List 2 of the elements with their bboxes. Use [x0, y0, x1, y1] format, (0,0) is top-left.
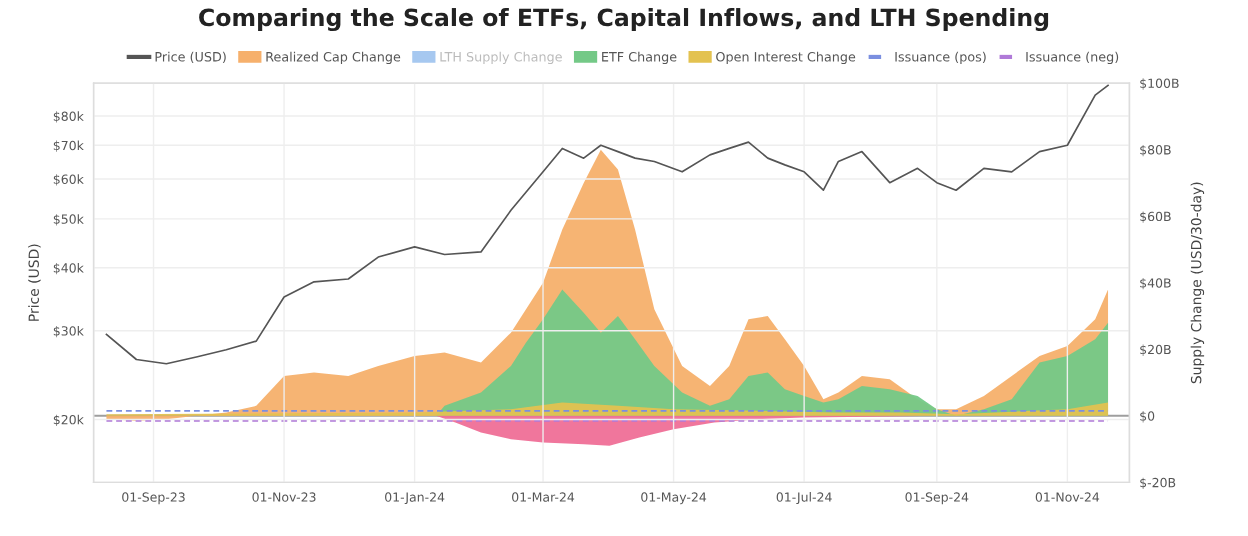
- line-series: [105, 84, 1109, 365]
- chart-title: Comparing the Scale of ETFs, Capital Inflows, and LTH Spending: [199, 8, 1049, 32]
